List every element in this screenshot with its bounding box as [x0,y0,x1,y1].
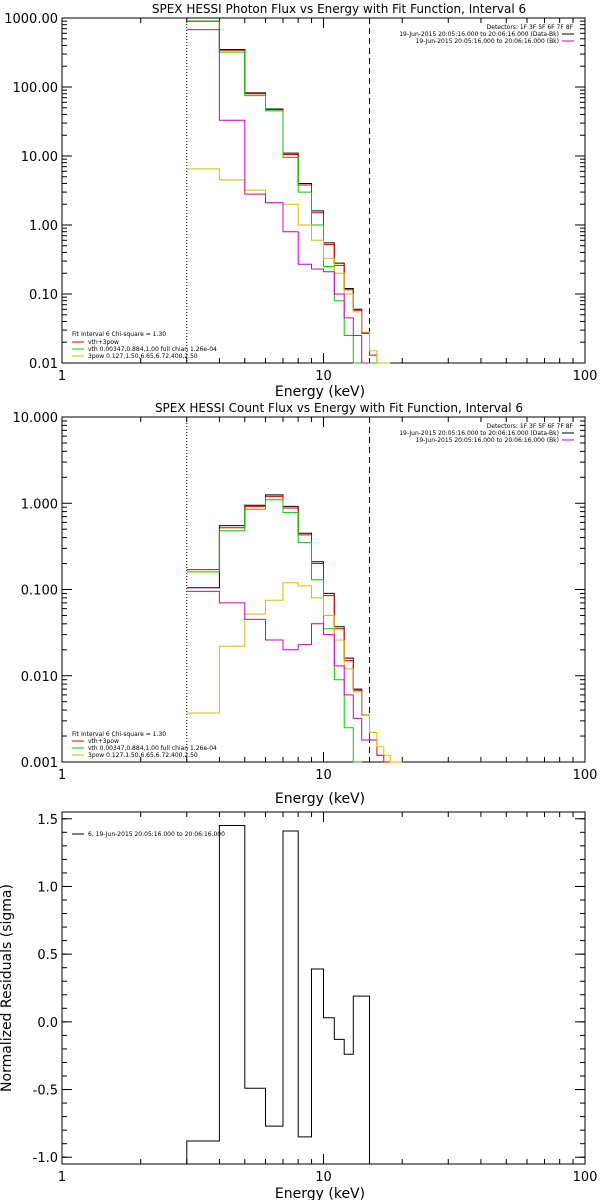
series-2 [186,499,362,763]
legend-vth3pow: vth+3pow [88,339,119,346]
x-tick-label: 10 [315,768,332,783]
series-3 [186,582,403,763]
y-tick-label: 10.000 [13,411,59,426]
series-1 [186,495,391,763]
x-axis-label: Energy (keV) [275,1186,365,1200]
x-tick-label: 100 [573,768,598,783]
y-axis-label: Normalized Residuals (sigma) [0,884,15,1092]
series-4 [186,590,370,741]
detectors-label: Detectors: 1F 3F 5F 6F 7F 8F [487,24,574,31]
y-tick-label: -0.5 [33,1084,58,1099]
x-axis-label: Energy (keV) [275,384,365,400]
legend-residual: 6, 19-Jun-2015 20:05:16.000 to 20:06:16.… [88,831,225,838]
y-tick-label: 1000.00 [4,12,58,27]
legend-vth: vth 0.00347,0.884,1.00 full chian 1.26e-… [88,745,217,752]
y-tick-label: 0.0 [37,1016,58,1031]
plot-frame [61,17,586,364]
y-tick-label: 0.01 [29,357,58,372]
series-0 [186,825,370,1164]
y-tick-label: 10.00 [21,150,58,165]
y-tick-label: 1.5 [37,813,58,828]
fit-info: Fit Interval 6 Chi-square = 1.30 [72,731,166,738]
fit-info: Fit Interval 6 Chi-square = 1.30 [72,331,166,338]
detectors-label: Detectors: 1F 3F 5F 6F 7F 8F [487,423,574,430]
series-4 [186,29,370,364]
y-tick-label: 0.10 [29,288,58,303]
x-tick-label: 1 [58,768,66,783]
x-tick-label: 10 [315,1170,332,1185]
chart-title: SPEX HESSI Count Flux vs Energy with Fit… [155,401,523,415]
series-2 [186,20,377,364]
legend-3pow: 3pow 0.127,1.50,6.65,6.72,400,2.50 [88,752,198,759]
y-tick-label: 0.100 [21,584,58,599]
y-tick-label: -1.0 [33,1151,58,1166]
series-3 [186,168,391,364]
y-tick-label: 1.000 [21,497,58,512]
y-tick-label: 100.00 [13,81,59,96]
x-tick-label: 100 [573,369,598,384]
fit-legend: Fit Interval 6 Chi-square = 1.30 vth+3po… [72,731,217,759]
legend-vth3pow: vth+3pow [88,738,119,745]
y-tick-label: 0.010 [21,670,58,685]
series-0 [186,494,370,716]
x-axis-label: Energy (keV) [275,791,365,807]
info-data-bk: 19-Jun-2015 20:05:16.000 to 20:06:16.000… [399,430,559,437]
y-tick-label: 0.5 [37,948,58,963]
y-tick-label: 0.001 [21,756,58,771]
info-bk: 19-Jun-2015 20:05:16.000 to 20:06:16.000… [416,437,559,444]
legend-3pow: 3pow 0.127,1.50,6.65,6.72,400,2.50 [88,353,198,360]
photon-flux-panel: SPEX HESSI Photon Flux vs Energy with Fi… [4,2,597,400]
fit-legend: Fit Interval 6 Chi-square = 1.30 vth+3po… [72,331,217,360]
x-tick-label: 1 [58,369,66,384]
chart-title: SPEX HESSI Photon Flux vs Energy with Fi… [152,2,526,16]
info-data-bk: 19-Jun-2015 20:05:16.000 to 20:06:16.000… [399,31,559,38]
residuals-panel: 1 10 100-1.0-0.50.00.51.01.5 Energy (keV) … [0,811,598,1200]
info-legend: Detectors: 1F 3F 5F 6F 7F 8F 19-Jun-2015… [399,24,574,45]
series-0 [186,20,370,334]
legend-vth: vth 0.00347,0.884,1.00 full chian 1.26e-… [88,346,217,353]
x-tick-label: 10 [315,369,332,384]
x-tick-label: 1 [58,1170,66,1185]
residual-legend: 6, 19-Jun-2015 20:05:16.000 to 20:06:16.… [72,831,225,838]
y-tick-label: 1.0 [37,880,58,895]
count-flux-panel: SPEX HESSI Count Flux vs Energy with Fit… [13,401,598,807]
x-tick-label: 100 [573,1170,598,1185]
y-tick-label: 1.00 [29,219,58,234]
info-bk: 19-Jun-2015 20:05:16.000 to 20:06:16.000… [416,38,559,45]
info-legend: Detectors: 1F 3F 5F 6F 7F 8F 19-Jun-2015… [399,423,574,444]
